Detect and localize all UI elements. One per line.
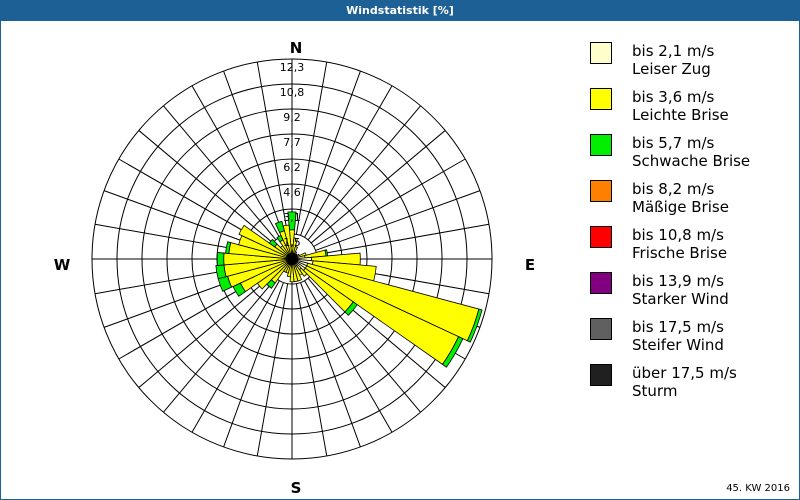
wind-sector	[466, 308, 483, 343]
wind-sector	[215, 264, 227, 280]
wind-sector	[441, 336, 464, 368]
radial-tick-label: 12,3	[280, 61, 305, 74]
legend-swatch	[590, 364, 612, 386]
wind-sector	[298, 267, 308, 277]
legend-swatch	[590, 272, 612, 294]
wind-sector	[344, 301, 358, 316]
week-label: 45. KW 2016	[726, 483, 790, 494]
wind-sector	[225, 241, 232, 254]
legend-swatch	[590, 226, 612, 248]
legend-label: über 17,5 m/s Sturm	[632, 364, 737, 400]
legend-label: bis 5,7 m/s Schwache Brise	[632, 134, 751, 170]
legend-swatch	[590, 88, 612, 110]
legend-swatch	[590, 180, 612, 202]
radial-tick-label: 9,2	[283, 111, 301, 124]
legend-label: bis 8,2 m/s Mäßige Brise	[632, 180, 729, 216]
compass-label: S	[291, 479, 302, 497]
radial-tick-label: 4,6	[283, 186, 301, 199]
compass-label: N	[290, 39, 303, 57]
radial-tick-label: 1,5	[283, 236, 301, 249]
wind-sector	[287, 211, 297, 231]
radial-tick-label: 7,7	[283, 136, 301, 149]
legend-label: bis 2,1 m/s Leiser Zug	[632, 42, 715, 78]
radial-tick-label: 3,1	[283, 211, 301, 224]
legend-swatch	[590, 134, 612, 156]
legend-label: bis 3,6 m/s Leichte Brise	[632, 88, 729, 124]
legend-label: bis 10,8 m/s Frische Brise	[632, 226, 728, 262]
legend-swatch	[590, 318, 612, 340]
compass-label: W	[54, 256, 71, 274]
wind-sector	[274, 220, 285, 234]
legend-label: bis 17,5 m/s Steifer Wind	[632, 318, 724, 354]
window-title: Windstatistik [%]	[0, 0, 800, 21]
radial-tick-label: 6,2	[283, 161, 301, 174]
wind-sector	[268, 238, 278, 248]
compass-label: E	[525, 256, 535, 274]
radial-tick-label: 10,8	[280, 86, 305, 99]
legend-label: bis 13,9 m/s Starker Wind	[632, 272, 729, 308]
legend-swatch	[590, 42, 612, 64]
wind-sector	[216, 252, 225, 266]
